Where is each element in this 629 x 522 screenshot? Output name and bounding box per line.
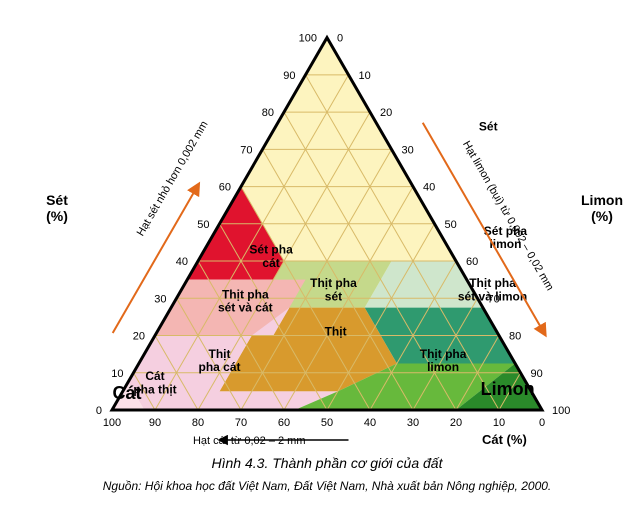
svg-text:30: 30 <box>154 293 166 305</box>
svg-text:90: 90 <box>531 368 543 380</box>
svg-text:70: 70 <box>488 293 500 305</box>
svg-text:20: 20 <box>450 417 462 429</box>
svg-text:90: 90 <box>149 417 161 429</box>
svg-text:(%): (%) <box>46 208 68 224</box>
svg-text:50: 50 <box>445 219 457 231</box>
label-Thịt: Thịt <box>325 325 347 339</box>
svg-text:30: 30 <box>402 144 414 156</box>
svg-text:10: 10 <box>493 417 505 429</box>
svg-text:10: 10 <box>111 368 123 380</box>
ternary-diagram: SétSét phalimonSét phacátThịt phasétThịt… <box>0 0 629 522</box>
svg-text:70: 70 <box>235 417 247 429</box>
svg-text:80: 80 <box>262 107 274 119</box>
figure-container: SétSét phalimonSét phacátThịt phasétThịt… <box>0 0 629 522</box>
svg-text:40: 40 <box>176 256 188 268</box>
svg-text:20: 20 <box>380 107 392 119</box>
left-axis-title: Sét <box>46 192 68 208</box>
svg-text:30: 30 <box>407 417 419 429</box>
svg-text:0: 0 <box>337 33 343 45</box>
svg-text:(%): (%) <box>591 208 613 224</box>
svg-text:60: 60 <box>278 417 290 429</box>
svg-text:100: 100 <box>299 33 317 45</box>
svg-text:0: 0 <box>96 405 102 417</box>
svg-text:20: 20 <box>133 331 145 343</box>
label-Thịt pha sét và cát: Thịt phasét và cát <box>218 287 273 314</box>
svg-text:40: 40 <box>364 417 376 429</box>
svg-text:40: 40 <box>423 182 435 194</box>
svg-text:100: 100 <box>103 417 121 429</box>
bottom-axis-desc: Hạt cát từ 0,02 – 2 mm <box>193 435 306 447</box>
svg-text:60: 60 <box>219 182 231 194</box>
svg-text:60: 60 <box>466 256 478 268</box>
label-Cát: Cát <box>113 383 142 403</box>
figure-source: Nguồn: Hội khoa học đất Việt Nam, Đất Vi… <box>103 479 552 493</box>
svg-text:80: 80 <box>509 331 521 343</box>
svg-text:50: 50 <box>197 219 209 231</box>
label-Sét: Sét <box>479 120 498 134</box>
svg-text:50: 50 <box>321 417 333 429</box>
svg-text:10: 10 <box>359 70 371 82</box>
label-Limon: Limon <box>481 379 535 399</box>
bottom-axis-title: Cát (%) <box>482 432 527 447</box>
svg-text:90: 90 <box>283 70 295 82</box>
right-axis-title: Limon <box>581 192 623 208</box>
svg-text:0: 0 <box>539 417 545 429</box>
svg-text:70: 70 <box>240 144 252 156</box>
figure-caption: Hình 4.3. Thành phần cơ giới của đất <box>212 455 444 471</box>
svg-text:80: 80 <box>192 417 204 429</box>
svg-text:100: 100 <box>552 405 570 417</box>
